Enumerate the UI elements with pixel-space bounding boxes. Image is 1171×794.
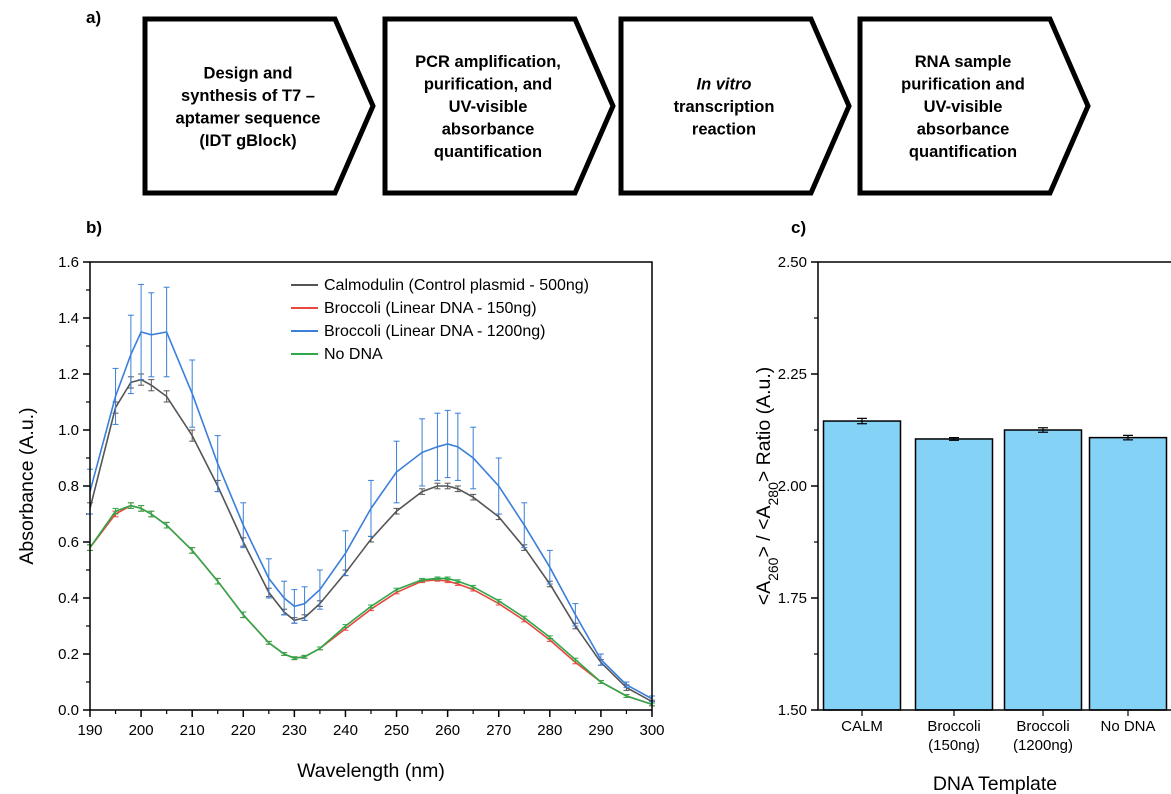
- panel-label-c: c): [791, 218, 806, 237]
- y-axis-title-part: > Ratio (A.u.): [753, 367, 775, 482]
- x-tick-label: 270: [486, 722, 511, 739]
- y-tick-label: 0.0: [58, 702, 79, 719]
- legend-label: Calmodulin (Control plasmid - 500ng): [324, 277, 589, 294]
- panel-label-a: a): [86, 8, 101, 27]
- x-tick-label: 230: [282, 722, 307, 739]
- y-tick-label: 2.25: [778, 366, 807, 383]
- x-tick-label: No DNA: [1100, 718, 1155, 735]
- flow-step-text: UV-visible: [924, 98, 1003, 116]
- y-axis-title: Absorbance (A.u.): [16, 407, 38, 564]
- flow-step-text: PCR amplification,: [415, 53, 561, 71]
- legend: Calmodulin (Control plasmid - 500ng) Broc…: [291, 277, 589, 363]
- x-tick-label: 190: [77, 722, 102, 739]
- x-tick-label: CALM: [841, 718, 883, 735]
- absorbance-spectrum-chart: 190 200 210 220 230 240 250 260 270 280 290 300 0.0 0…: [16, 254, 665, 782]
- plot-frame: [89, 261, 653, 711]
- flow-step-text: (IDT gBlock): [199, 132, 296, 150]
- flow-step-text: absorbance: [917, 121, 1010, 139]
- series-line: [89, 504, 653, 706]
- bar-no-dna: No DNA: [1088, 434, 1168, 735]
- y-axis-title: <A260> / <A280> Ratio (A.u.): [753, 367, 781, 606]
- panel-label-b: b): [86, 218, 102, 237]
- flow-step-text: Design and: [204, 64, 293, 82]
- x-tick-label: 260: [435, 722, 460, 739]
- y-tick-label: 1.0: [58, 422, 79, 439]
- x-axis-title: Wavelength (nm): [297, 760, 445, 782]
- x-tick-label: Broccoli: [1016, 718, 1069, 735]
- y-axis-title-part: > / <A: [753, 505, 775, 557]
- x-tick-label: 290: [588, 722, 613, 739]
- series-no-dna: [87, 502, 655, 707]
- y-tick-label: 1.2: [58, 366, 79, 383]
- legend-label: Broccoli (Linear DNA - 1200ng): [324, 323, 545, 340]
- x-tick-label: 240: [333, 722, 358, 739]
- flow-step-1: Design and synthesis of T7 – aptamer seque…: [142, 16, 376, 196]
- y-tick-label: 0.4: [58, 590, 79, 607]
- plot-frame: [817, 261, 1171, 711]
- y-axis-title-subscript: 260: [765, 557, 781, 581]
- y-tick-label: 1.4: [58, 310, 79, 327]
- process-flow: Design and synthesis of T7 – aptamer seque…: [142, 16, 1091, 196]
- x-tick-label: (1200ng): [1013, 737, 1073, 754]
- bar: [914, 438, 994, 711]
- flow-step-arrow: [857, 16, 1091, 196]
- flow-step-text: transcription: [674, 98, 775, 116]
- flow-step-text: purification and: [901, 76, 1025, 94]
- flow-step-arrow: [618, 16, 852, 196]
- y-tick-label: 1.6: [58, 254, 79, 271]
- bar: [1088, 436, 1168, 711]
- x-tick-label: 210: [180, 722, 205, 739]
- flow-step-arrow: [382, 16, 616, 196]
- flow-step-text: reaction: [692, 121, 756, 139]
- y-tick-label: 0.8: [58, 478, 79, 495]
- x-tick-label: 200: [129, 722, 154, 739]
- y-tick-label: 1.75: [778, 590, 807, 607]
- flow-step-arrow: [142, 16, 376, 196]
- bar: [1003, 429, 1083, 711]
- bar: [822, 420, 902, 711]
- flow-step-text: In vitro: [696, 76, 751, 94]
- flow-step-text: aptamer sequence: [176, 109, 321, 127]
- x-tick-label: 280: [537, 722, 562, 739]
- x-axis-title: DNA Template: [933, 773, 1057, 794]
- flow-step-text: RNA sample: [915, 53, 1012, 71]
- legend-label: No DNA: [324, 346, 383, 363]
- x-tick-label: 220: [231, 722, 256, 739]
- legend-label: Broccoli (Linear DNA - 150ng): [324, 300, 537, 317]
- x-tick-label: 300: [639, 722, 664, 739]
- y-tick-label: 0.6: [58, 534, 79, 551]
- y-axis-title-subscript: 280: [765, 482, 781, 506]
- flow-step-text: purification, and: [424, 76, 552, 94]
- flow-step-2: PCR amplification, purification, and UV-vi…: [382, 16, 616, 196]
- x-tick-label: Broccoli: [927, 718, 980, 735]
- flow-step-text: quantification: [434, 143, 542, 161]
- series-line: [89, 331, 653, 700]
- x-tick-label: (150ng): [928, 737, 980, 754]
- y-axis-title-part: <A: [753, 581, 775, 605]
- bar-broccoli-1200ng: Broccoli (1200ng): [1003, 427, 1083, 754]
- flow-step-text: UV-visible: [449, 98, 528, 116]
- bar-calm: CALM: [822, 417, 902, 735]
- flow-step-3: In vitro transcription reaction: [618, 16, 852, 196]
- flow-step-text: absorbance: [442, 121, 535, 139]
- y-tick-label: 2.50: [778, 254, 807, 271]
- bar-broccoli-150ng: Broccoli (150ng): [914, 437, 994, 754]
- flow-step-4: RNA sample purification and UV-visible abso…: [857, 16, 1091, 196]
- y-tick-label: 1.50: [778, 702, 807, 719]
- x-tick-label: 250: [384, 722, 409, 739]
- y-tick-label: 2.00: [778, 478, 807, 495]
- flow-step-text: quantification: [909, 143, 1017, 161]
- flow-step-text: synthesis of T7 –: [181, 87, 315, 105]
- y-tick-label: 0.2: [58, 646, 79, 663]
